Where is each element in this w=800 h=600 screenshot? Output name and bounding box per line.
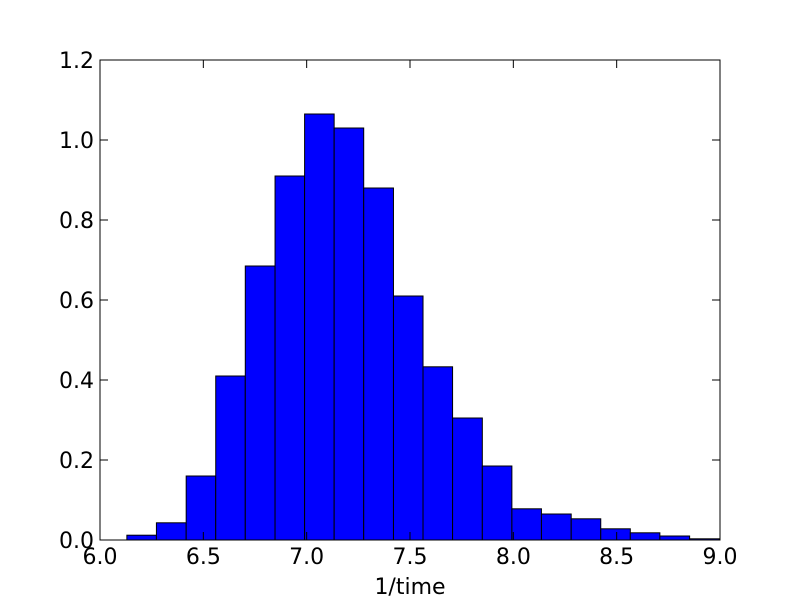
y-tick-label: 0.0	[59, 529, 94, 554]
x-tick-label: 6.5	[186, 545, 221, 570]
bar	[540, 513, 572, 541]
x-axis-label: 1/time	[374, 575, 445, 600]
x-tick-label: 7.0	[289, 545, 324, 570]
plot-area	[126, 113, 720, 541]
bar	[333, 127, 365, 541]
y-tick-label: 1.2	[59, 49, 94, 74]
bar	[570, 518, 602, 541]
x-tick-label: 9.0	[703, 545, 738, 570]
bar	[244, 265, 276, 541]
x-tick-label: 6.0	[83, 545, 118, 570]
bar	[659, 535, 691, 541]
bar	[511, 508, 542, 541]
bar	[155, 522, 187, 541]
bar	[629, 532, 661, 541]
bar	[481, 465, 513, 541]
bar	[126, 534, 157, 541]
bar	[392, 295, 424, 541]
bar	[422, 366, 454, 541]
y-tick-label: 1.0	[59, 129, 94, 154]
y-tick-label: 0.8	[59, 209, 94, 234]
bar	[363, 187, 394, 541]
y-tick-label: 0.2	[59, 449, 94, 474]
bar	[185, 475, 217, 541]
y-tick-label: 0.6	[59, 289, 94, 314]
bar	[215, 375, 246, 541]
bar	[452, 417, 483, 541]
x-tick-label: 8.5	[599, 545, 634, 570]
x-tick-label: 8.0	[496, 545, 531, 570]
y-tick-label: 0.4	[59, 369, 94, 394]
bar	[600, 528, 631, 541]
x-tick-label: 7.5	[393, 545, 428, 570]
bar	[304, 113, 335, 541]
bar	[274, 175, 306, 541]
